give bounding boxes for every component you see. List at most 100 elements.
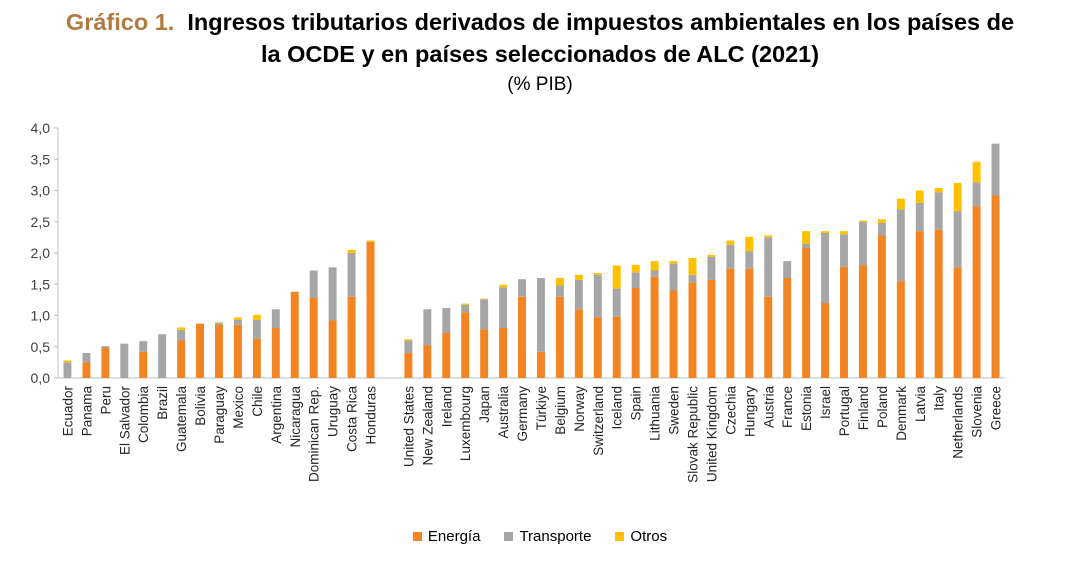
x-tick-label: Portugal [837, 386, 852, 436]
bar-segment [972, 182, 981, 207]
bar-segment [328, 267, 337, 321]
bar-segment [991, 195, 1000, 378]
x-tick-label: Panama [79, 386, 94, 437]
x-tick-label: Ireland [439, 386, 454, 427]
x-tick-label: Latvia [913, 386, 928, 423]
x-tick-label: Dominican Rep. [307, 386, 322, 482]
legend-swatch [615, 531, 625, 541]
bar-segment [215, 322, 223, 324]
bar-segment [669, 261, 678, 264]
x-tick-label: Costa Rica [345, 386, 360, 453]
bar-segment [499, 287, 508, 329]
bar-segment [233, 317, 242, 320]
x-tick-label: Italy [932, 386, 947, 411]
bar-segment [631, 264, 640, 273]
y-tick-label: 2,5 [31, 214, 51, 230]
x-tick-label: Austria [761, 386, 776, 429]
bar-segment [858, 221, 867, 266]
bar-segment [915, 231, 924, 379]
bar-segment [821, 231, 830, 233]
x-tick-label: El Salvador [117, 386, 132, 456]
bar-segment [139, 351, 148, 378]
bar-segment [972, 161, 981, 183]
x-tick-label: Switzerland [591, 386, 606, 456]
bar-segment [707, 254, 716, 257]
x-tick-label: Chile [250, 386, 265, 417]
bar-segment [745, 236, 754, 252]
bar-segment [177, 327, 186, 330]
bar-segment [499, 284, 508, 288]
bar-segment [536, 278, 545, 352]
bar-segment [101, 346, 110, 349]
x-tick-label: Norway [572, 386, 587, 432]
y-tick-label: 4,0 [31, 120, 51, 136]
bar-segment [309, 270, 318, 298]
y-tick-label: 3,5 [31, 151, 51, 167]
bar-segment [631, 272, 640, 289]
x-tick-label: Türkiye [534, 386, 549, 430]
x-tick-label: Guatemala [174, 386, 189, 453]
bar-segment [252, 314, 261, 320]
bar-segment [518, 296, 526, 378]
bar-segment [120, 343, 129, 379]
bar-segment [404, 340, 413, 353]
bar-segment [328, 320, 337, 378]
bar-segment [593, 273, 602, 275]
bar-segment [821, 303, 830, 378]
bar-segment [574, 274, 583, 280]
bar-segment [858, 265, 867, 378]
bar-segment [953, 183, 962, 212]
x-tick-label: Honduras [364, 386, 379, 445]
bar-segment [63, 360, 72, 363]
x-tick-label: Israel [818, 386, 833, 419]
bar-segment [840, 231, 848, 235]
x-tick-label: Colombia [136, 386, 151, 444]
x-tick-label: Bolivia [193, 386, 208, 426]
bar-segment [688, 282, 697, 379]
bar-segment [840, 234, 848, 267]
bar-segment [177, 340, 186, 378]
bar-segment [499, 328, 508, 378]
bar-segment [252, 319, 261, 339]
legend: Energía Transporte Otros [0, 528, 1080, 545]
bar-segment [802, 243, 811, 249]
bar-segment [423, 345, 432, 378]
y-tick-label: 0,5 [31, 339, 51, 355]
bar-segment [726, 240, 735, 245]
y-tick-label: 2,0 [31, 245, 51, 261]
bar-segment [593, 317, 602, 379]
legend-item: Transporte [504, 528, 591, 545]
bar-segment [934, 188, 943, 193]
bar-segment [745, 268, 754, 379]
bar-segment [650, 261, 659, 271]
bar-segment [404, 339, 413, 341]
bar-segment [764, 237, 773, 297]
bar-segment [896, 281, 905, 379]
legend-swatch [412, 531, 422, 541]
bar-segment [896, 209, 905, 282]
bar-segment [101, 348, 110, 378]
bar-segment [536, 351, 545, 378]
bar-segment [802, 248, 811, 378]
bar-segment [612, 316, 621, 378]
bar-segment [783, 261, 792, 279]
legend-label: Transporte [519, 528, 592, 545]
chart-subtitle: (% PIB) [507, 74, 573, 95]
legend-label: Energía [427, 528, 481, 545]
bar-segment [196, 323, 205, 379]
bar-segment [233, 319, 242, 325]
bar-segment [915, 190, 924, 203]
bar-segment [593, 274, 602, 318]
bar-segment [726, 268, 735, 379]
bar-segment [877, 219, 886, 223]
x-tick-label: Mexico [231, 386, 246, 429]
x-tick-label: Brazil [155, 386, 170, 420]
legend-item: Otros [615, 528, 667, 545]
x-tick-label: Estonia [799, 386, 814, 432]
bar-segment [612, 288, 621, 317]
title-block: Gráfico 1. Ingresos tributarios derivado… [0, 6, 1080, 99]
x-tick-label: Ecuador [60, 386, 75, 437]
y-axis: 0,0 0,5 1,0 1,5 2,0 2,5 3,0 3,5 4,0 [31, 120, 1005, 386]
x-tick-label: Hungary [742, 386, 757, 437]
bar-segment [480, 298, 489, 300]
